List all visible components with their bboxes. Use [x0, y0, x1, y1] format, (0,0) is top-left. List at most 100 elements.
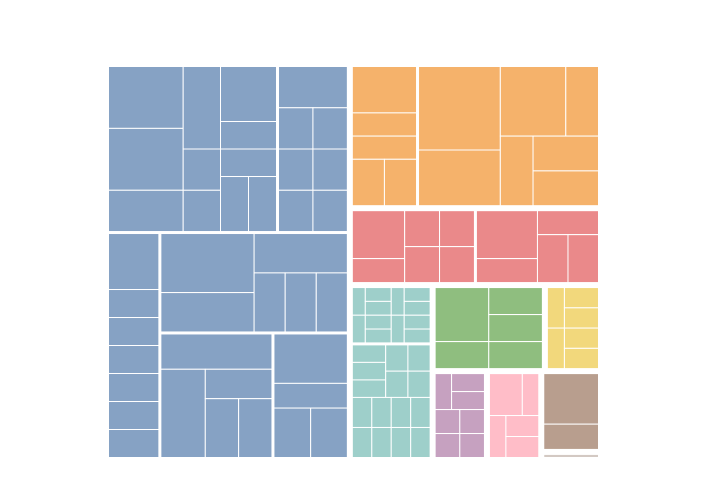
- treemap-leaf-0-0-0: [108, 66, 184, 129]
- treemap-leaf-3-1-10: [371, 426, 392, 459]
- treemap-leaf-0-3-3: [253, 272, 286, 333]
- treemap-leaf-2-1-1: [475, 258, 538, 284]
- treemap-leaf-5-0-3: [546, 327, 565, 370]
- treemap-leaf-3-1-11: [390, 396, 412, 428]
- treemap-leaf-0-1-6: [312, 189, 348, 233]
- treemap-leaf-2-0-0: [351, 210, 406, 260]
- treemap-leaf-3-1-3: [385, 344, 409, 372]
- treemap-leaf-6-0-3: [434, 409, 461, 435]
- treemap-leaf-2-0-2: [404, 210, 441, 248]
- treemap-leaf-0-2-6: [108, 429, 160, 458]
- treemap-leaf-0-5-0: [273, 333, 348, 384]
- treemap-leaf-0-0-4: [220, 66, 277, 123]
- treemap-leaf-4-0-0: [434, 287, 490, 343]
- treemap-leaf-7-0-0: [488, 373, 523, 417]
- treemap-leaf-0-4-2: [204, 368, 273, 400]
- treemap-leaf-7-0-2: [488, 415, 507, 458]
- treemap-leaf-0-3-1: [160, 292, 255, 333]
- treemap-leaf-7-0-3: [505, 415, 540, 438]
- treemap-leaf-3-1-1: [351, 361, 387, 381]
- treemap-leaf-1-1-0: [418, 66, 501, 151]
- treemap-leaf-3-0-4: [364, 314, 392, 330]
- treemap-leaf-3-1-6: [407, 370, 431, 398]
- treemap-leaf-0-0-8: [220, 148, 277, 178]
- treemap-leaf-1-1-5: [532, 135, 599, 172]
- treemap-leaf-0-5-2: [273, 407, 312, 458]
- treemap-leaf-3-0-1: [364, 287, 392, 302]
- treemap-leaf-5-0-2: [563, 307, 599, 329]
- treemap-leaf-6-0-0: [434, 373, 453, 411]
- treemap-leaf-2-1-0: [475, 210, 538, 260]
- treemap-leaf-3-1-2: [351, 379, 387, 398]
- treemap-leaf-3-1-7: [351, 396, 373, 428]
- treemap-leaf-0-1-1: [278, 107, 314, 150]
- treemap-leaf-3-1-12: [410, 396, 431, 428]
- treemap-leaf-5-0-4: [563, 327, 599, 349]
- treemap-leaf-0-0-6: [182, 148, 221, 191]
- treemap-leaf-0-3-2: [253, 233, 348, 274]
- treemap-leaf-0-1-4: [312, 148, 348, 191]
- treemap-leaf-8-0-1: [543, 423, 600, 450]
- treemap-leaf-1-1-2: [499, 66, 567, 137]
- treemap-leaf-3-1-9: [351, 426, 373, 459]
- treemap-leaf-1-1-4: [499, 135, 534, 207]
- treemap-leaf-3-1-0: [351, 344, 387, 363]
- treemap-leaf-2-1-3: [536, 234, 569, 284]
- treemap-leaf-5-0-0: [546, 287, 565, 329]
- treemap-leaf-3-0-6: [390, 287, 405, 316]
- treemap-leaf-6-0-2: [451, 391, 485, 411]
- treemap-leaf-0-4-0: [160, 333, 273, 370]
- treemap-leaf-0-0-9: [220, 176, 249, 233]
- treemap-leaf-2-0-5: [439, 246, 475, 284]
- treemap-leaf-3-0-7: [403, 287, 431, 302]
- treemap-leaf-0-2-1: [108, 289, 160, 319]
- treemap-leaf-0-0-2: [108, 189, 184, 233]
- treemap-leaf-3-0-11: [403, 328, 431, 344]
- treemap-leaf-1-1-6: [532, 170, 599, 207]
- treemap-leaf-9-0-0: [543, 453, 600, 459]
- treemap-leaf-3-0-5: [364, 328, 392, 344]
- treemap-leaf-3-1-14: [410, 426, 431, 459]
- treemap-leaf-0-2-4: [108, 373, 160, 403]
- treemap-leaf-0-0-1: [108, 127, 184, 191]
- treemap-leaf-0-5-1: [273, 382, 348, 409]
- treemap-leaf-1-1-3: [565, 66, 600, 137]
- treemap-leaf-4-0-3: [488, 314, 543, 343]
- treemap-leaf-6-0-4: [434, 433, 461, 458]
- treemap-leaf-1-0-0: [351, 66, 418, 114]
- treemap-leaf-6-0-1: [451, 373, 485, 393]
- treemap-leaf-0-3-5: [315, 272, 348, 333]
- treemap-leaf-3-0-3: [351, 314, 366, 344]
- treemap-leaf-0-4-1: [160, 368, 206, 459]
- treemap-leaf-0-0-3: [182, 66, 221, 150]
- treemap-leaf-0-1-2: [312, 107, 348, 150]
- treemap-leaf-2-0-3: [439, 210, 475, 248]
- treemap-leaf-3-0-9: [390, 314, 405, 344]
- treemap-leaf-1-0-2: [351, 135, 418, 160]
- treemap-leaf-0-4-3: [204, 398, 240, 459]
- treemap-leaf-0-5-3: [310, 407, 348, 458]
- treemap-leaf-3-1-4: [407, 344, 431, 372]
- treemap-leaf-3-1-13: [390, 426, 412, 459]
- treemap-leaf-0-3-4: [284, 272, 317, 333]
- treemap-leaf-7-0-1: [521, 373, 540, 417]
- treemap-leaf-0-3-0: [160, 233, 255, 294]
- treemap-leaf-0-0-10: [248, 176, 278, 233]
- treemap-leaf-0-0-5: [220, 121, 277, 150]
- treemap-leaf-2-1-4: [567, 234, 599, 284]
- treemap-leaf-2-1-2: [536, 210, 600, 236]
- treemap-leaf-1-1-1: [418, 149, 501, 207]
- treemap-leaf-0-4-4: [238, 398, 273, 459]
- treemap-leaf-6-0-5: [459, 409, 485, 435]
- treemap-leaf-1-0-3: [351, 158, 385, 207]
- treemap-leaf-0-0-7: [182, 189, 221, 233]
- treemap-leaf-2-0-1: [351, 258, 406, 284]
- treemap-leaf-3-0-0: [351, 287, 366, 316]
- treemap-leaf-3-0-2: [364, 300, 392, 316]
- treemap-leaf-6-0-6: [459, 433, 485, 458]
- treemap-leaf-3-1-5: [385, 370, 409, 398]
- treemap-leaf-5-0-1: [563, 287, 599, 309]
- treemap-leaf-3-0-10: [403, 314, 431, 330]
